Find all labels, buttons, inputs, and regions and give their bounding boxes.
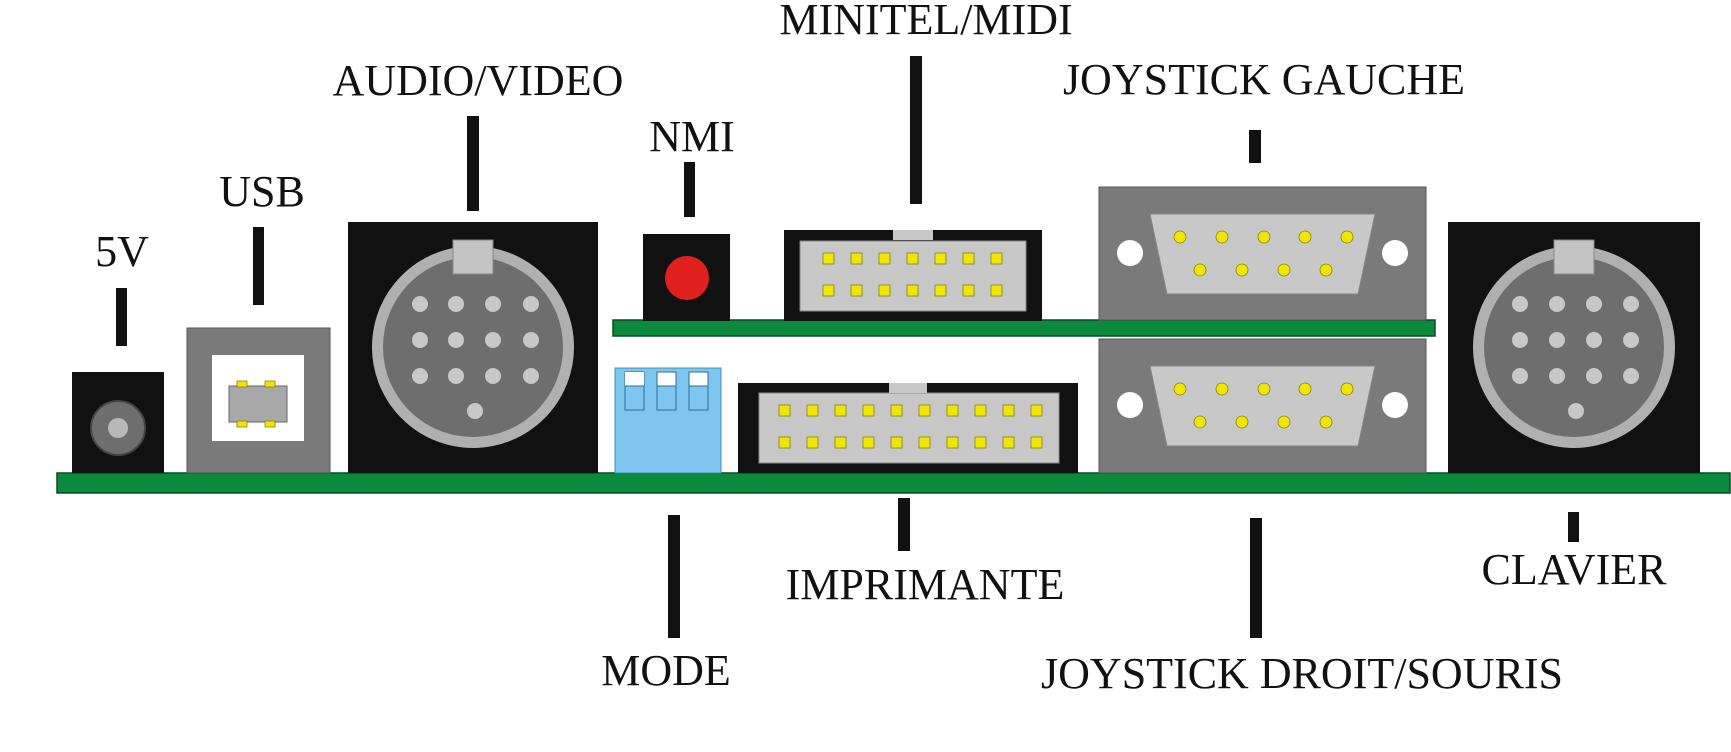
power-jack xyxy=(72,372,164,473)
usb-port xyxy=(186,327,331,474)
leader-joystick-right xyxy=(1250,518,1262,638)
printer-header xyxy=(738,383,1078,473)
main-pcb xyxy=(56,472,1731,494)
leader-joystick-left xyxy=(1249,130,1261,163)
label-printer: IMPRIMANTE xyxy=(786,560,1065,609)
leader-minitel-midi xyxy=(910,56,922,204)
minitel-midi-header xyxy=(784,230,1042,321)
nmi-button xyxy=(643,234,730,321)
label-joystick-left: JOYSTICK GAUCHE xyxy=(1063,55,1465,104)
label-mode: MODE xyxy=(601,646,731,695)
label-joystick-right: JOYSTICK DROIT/SOURIS xyxy=(1041,649,1563,698)
joystick-right-db9 xyxy=(1098,338,1427,474)
mode-dip-switch xyxy=(614,367,722,474)
label-5v: 5V xyxy=(95,227,149,276)
joystick-left-db9 xyxy=(1098,186,1427,321)
label-nmi: NMI xyxy=(649,112,735,161)
label-minitel-midi: MINITEL/MIDI xyxy=(779,0,1072,44)
leader-mode xyxy=(668,515,680,638)
upper-pcb xyxy=(612,319,1436,337)
audio-video-din xyxy=(348,222,598,473)
leader-printer xyxy=(898,498,910,551)
leader-nmi xyxy=(684,162,695,217)
label-audio-video: AUDIO/VIDEO xyxy=(333,56,624,105)
keyboard-din xyxy=(1448,222,1700,473)
label-usb: USB xyxy=(219,167,305,216)
label-keyboard: CLAVIER xyxy=(1482,545,1668,594)
leader-keyboard xyxy=(1568,512,1579,542)
leader-power xyxy=(116,288,127,346)
leader-lines xyxy=(116,56,1579,638)
leader-usb xyxy=(253,227,264,305)
leader-audio-video xyxy=(467,116,479,211)
